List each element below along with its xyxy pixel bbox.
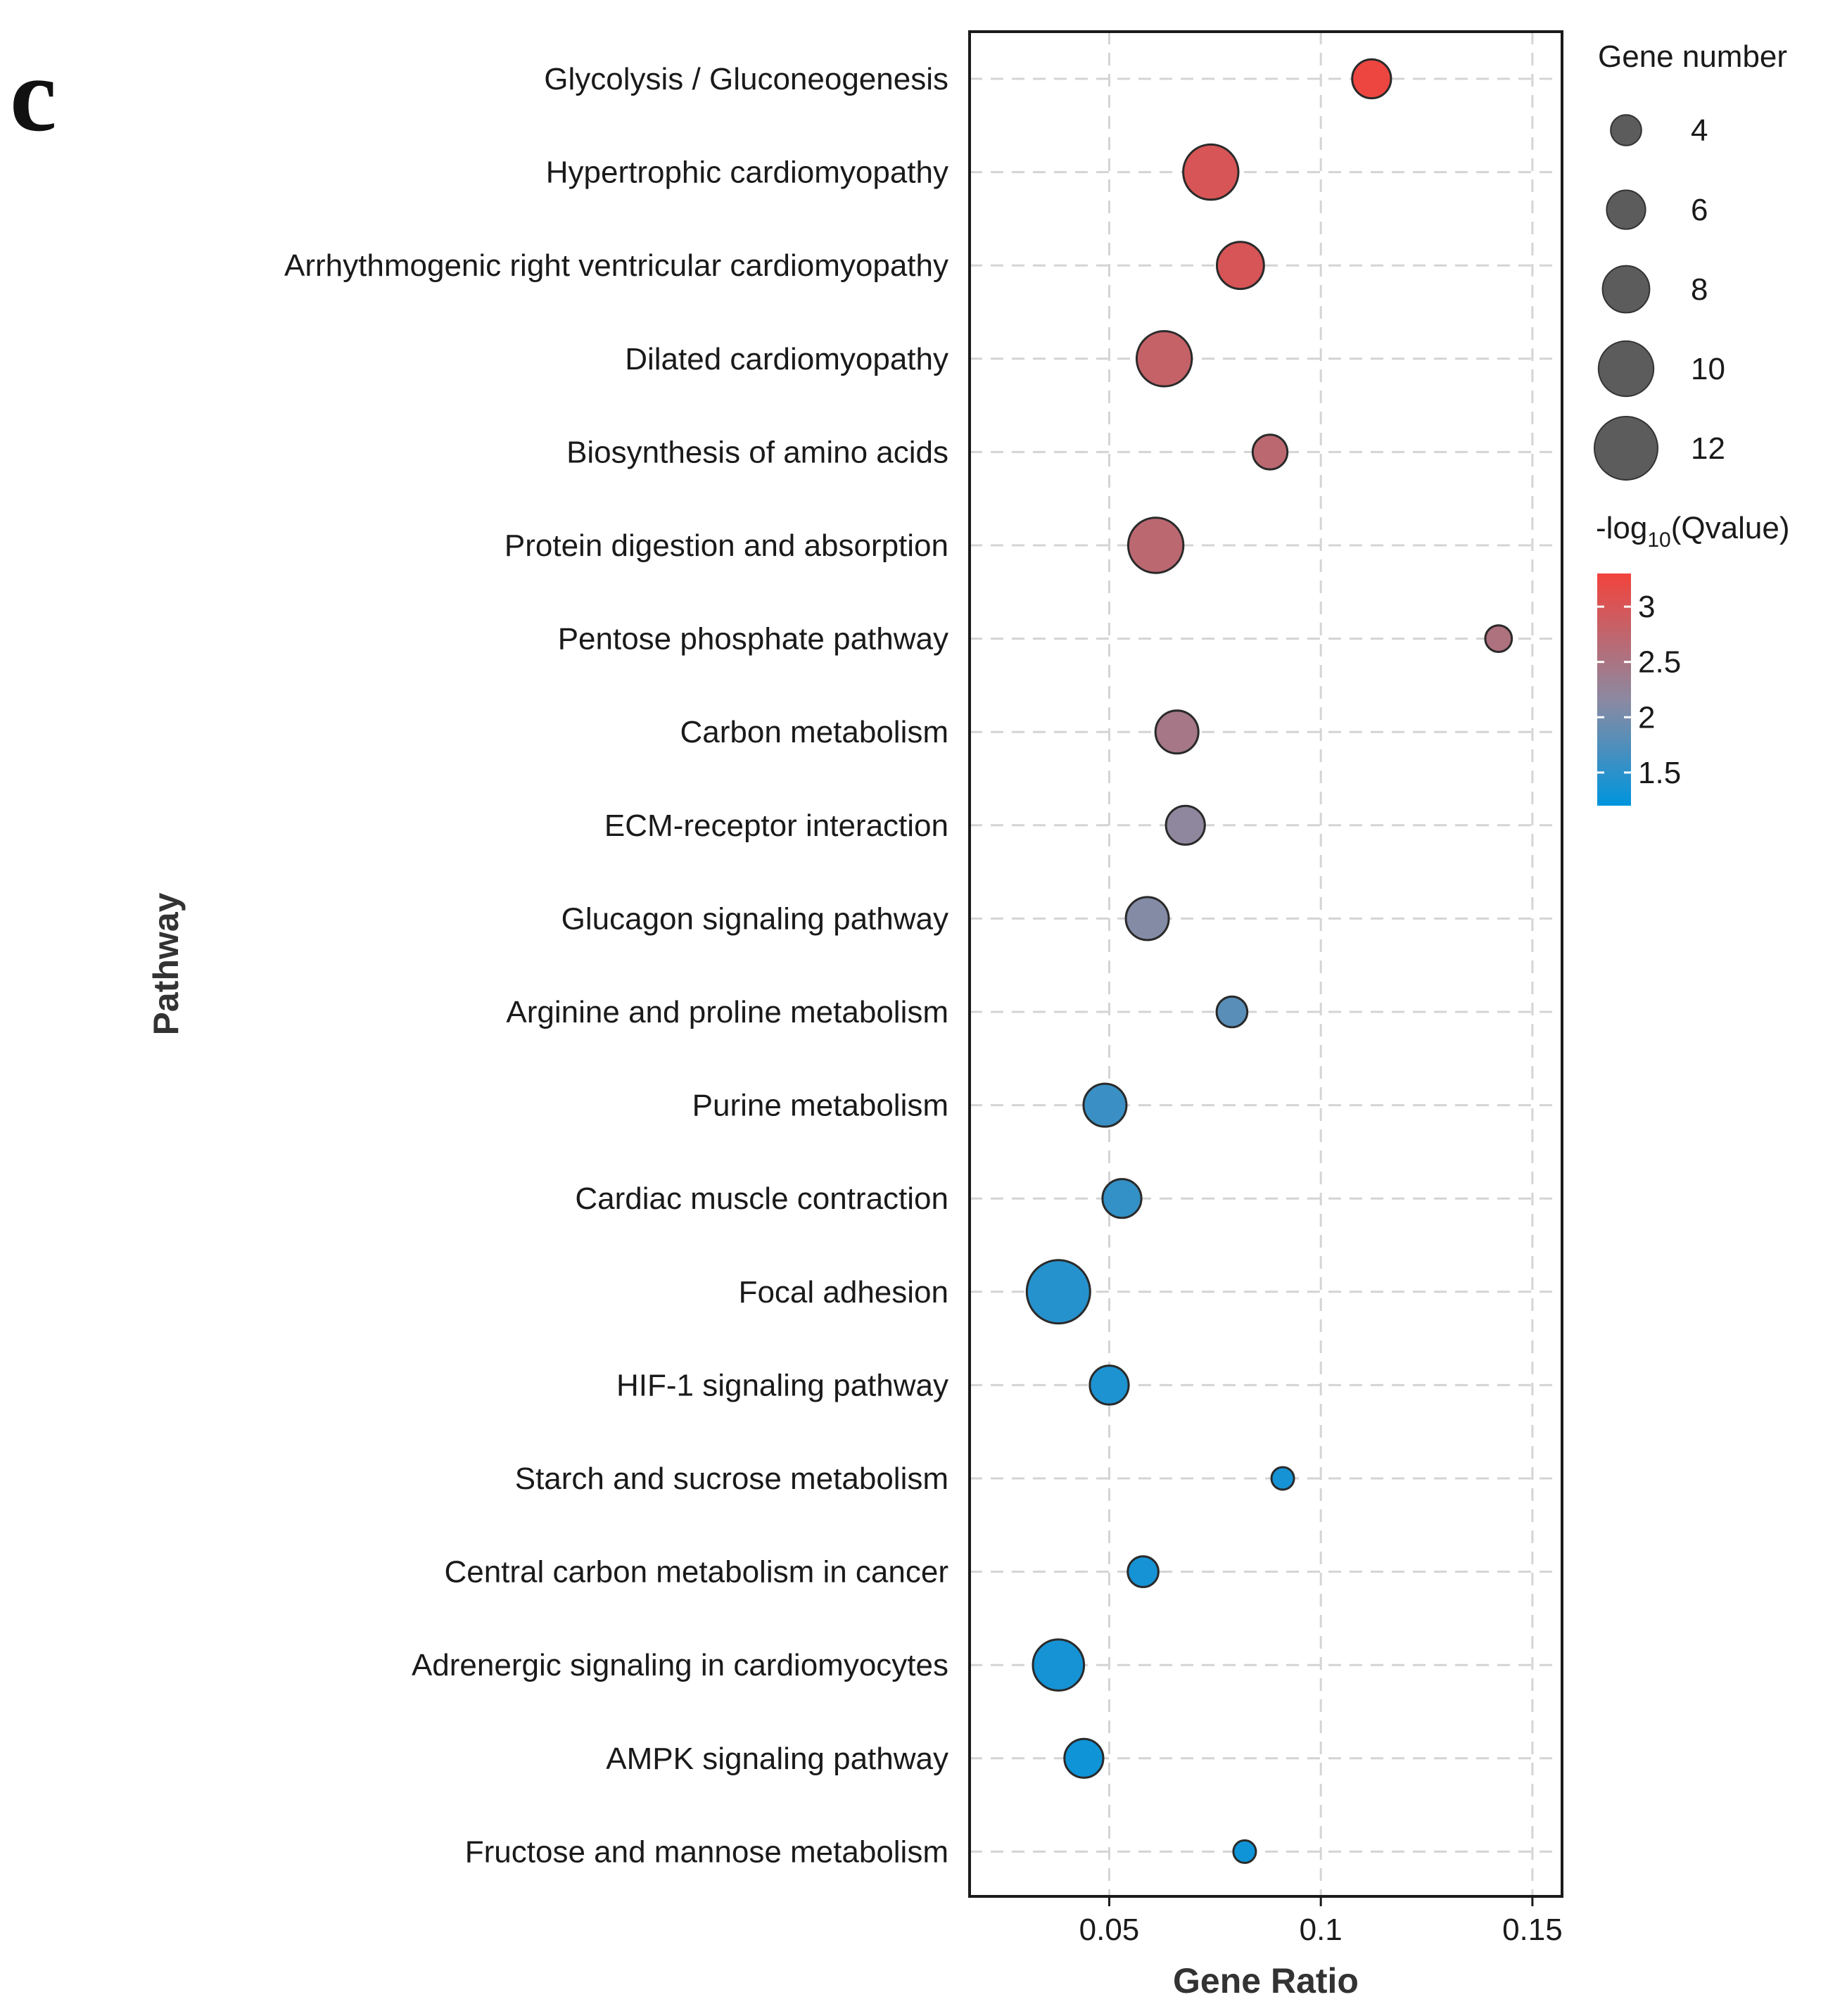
pathway-label: Hypertrophic cardiomyopathy [546,156,948,190]
size-legend-title: Gene number [1598,39,1787,74]
data-point [1251,433,1289,471]
pathway-label: Biosynthesis of amino acids [566,435,948,469]
color-legend: -log10(Qvalue) 1.5 2 2.5 3 [1596,511,1789,806]
pathway-label: Arginine and proline metabolism [506,995,948,1029]
data-point [1215,995,1249,1029]
pathway-label: Glycolysis / Gluconeogenesis [544,62,948,96]
grid-lines [970,32,1562,1896]
data-point [1232,1839,1257,1864]
x-axis-title: Gene Ratio [1173,1961,1359,2001]
data-point [1101,1178,1143,1219]
plot-panel-border [968,30,1563,1898]
data-point [1025,1259,1091,1325]
size-legend-key [1594,416,1658,481]
data-point [1154,709,1200,755]
pathway-label: Carbon metabolism [680,715,949,749]
x-tick-label: 0.1 [1300,1913,1343,1947]
color-legend-label: 2 [1638,700,1655,735]
size-legend-label: 6 [1691,193,1708,227]
pathway-label: Cardiac muscle contraction [575,1181,948,1216]
data-point [1082,1082,1128,1128]
size-legend-key [1601,265,1651,314]
color-scale-bar [1597,573,1631,806]
data-point [1216,241,1265,291]
data-point [1124,896,1170,942]
y-axis-tick-labels: Glycolysis / Gluconeogenesis Hypertrophic… [284,62,948,1869]
pathway-label: Starch and sucrose metabolism [515,1462,948,1496]
y-axis-title: Pathway [146,892,186,1035]
size-legend-label: 10 [1691,352,1725,386]
data-point [1088,1364,1130,1406]
data-points [1025,58,1513,1864]
pathway-label: HIF-1 signaling pathway [616,1368,948,1402]
size-legend-label: 12 [1691,431,1725,466]
color-legend-label: 2.5 [1638,645,1681,680]
pathway-label: AMPK signaling pathway [606,1742,948,1776]
data-point [1182,143,1240,201]
pathway-label: Central carbon metabolism in cancer [444,1555,948,1590]
pathway-label: Pentose phosphate pathway [558,622,948,657]
data-point [1351,58,1392,100]
size-legend-key [1597,340,1655,398]
data-point [1063,1737,1105,1779]
data-point [1484,624,1513,653]
pathway-label: Adrenergic signaling in cardiomyocytes [412,1648,948,1682]
pathway-label: Dilated cardiomyopathy [625,342,948,376]
size-legend: Gene number 4 6 8 10 12 [1594,39,1787,481]
size-legend-key [1606,189,1646,230]
data-point [1126,1555,1160,1588]
color-legend-title: -log10(Qvalue) [1596,511,1789,552]
size-legend-label: 8 [1691,272,1708,307]
data-point [1126,516,1185,574]
x-tick-label: 0.05 [1079,1913,1140,1947]
data-point [1135,330,1193,388]
pathway-label: Purine metabolism [692,1089,948,1123]
x-axis-ticks: 0.05 0.1 0.15 [1079,1896,1563,1947]
panel-label: c [10,37,57,153]
data-point [1270,1466,1295,1491]
color-legend-label: 1.5 [1638,756,1681,790]
color-legend-label: 3 [1638,590,1655,624]
pathway-label: Arrhythmogenic right ventricular cardiom… [284,248,948,283]
pathway-label: Protein digestion and absorption [504,528,948,563]
data-point [1164,804,1206,846]
data-point [1032,1638,1086,1692]
pathway-label: ECM-receptor interaction [604,809,948,843]
size-legend-key [1610,114,1642,146]
x-tick-label: 0.15 [1502,1913,1563,1947]
pathway-label: Fructose and mannose metabolism [465,1834,948,1869]
pathway-label: Glucagon signaling pathway [561,901,948,936]
size-legend-label: 4 [1691,113,1708,148]
pathway-label: Focal adhesion [739,1275,948,1310]
